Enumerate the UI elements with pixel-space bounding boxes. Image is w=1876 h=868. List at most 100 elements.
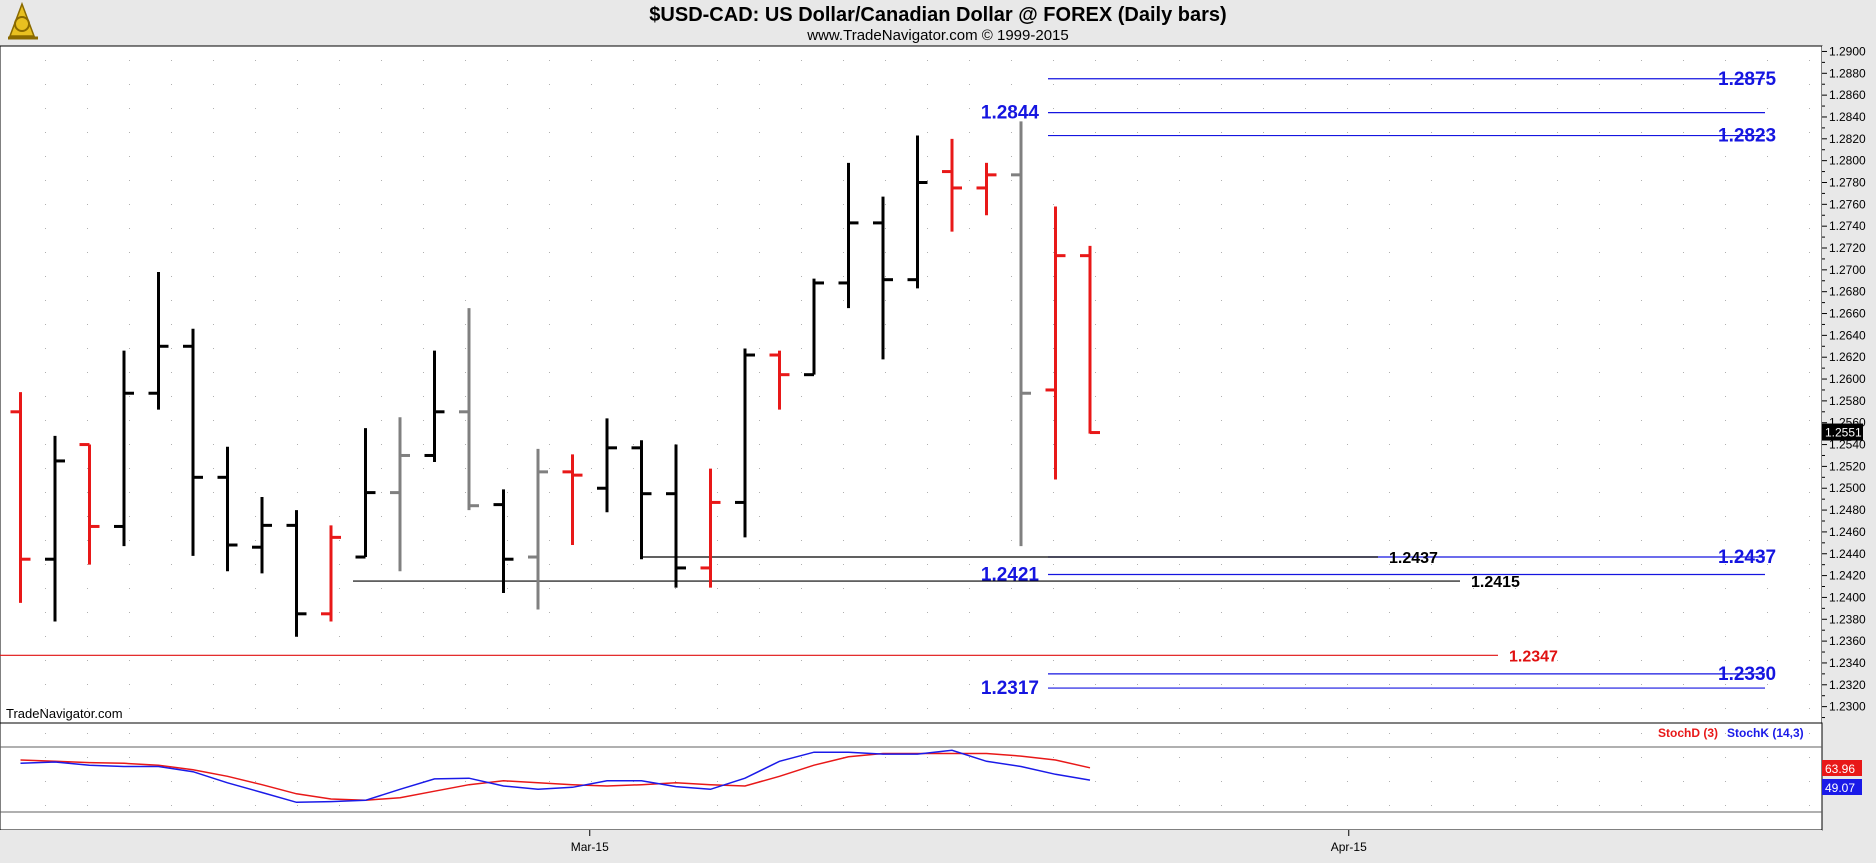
level-label: 1.2347 <box>1509 648 1558 665</box>
ohlc-bar <box>424 350 445 463</box>
ohlc-bar <box>390 417 410 572</box>
y-tick-label: 1.2640 <box>1829 328 1866 342</box>
ohlc-bar <box>217 446 238 572</box>
y-tick-label: 1.2320 <box>1829 678 1866 692</box>
y-tick-label: 1.2540 <box>1829 438 1866 452</box>
ohlc-bar <box>321 525 341 622</box>
price-panel <box>0 45 1823 724</box>
level-label: 1.2875 <box>1718 69 1777 90</box>
level-label: 1.2317 <box>981 678 1039 699</box>
y-tick-label: 1.2340 <box>1829 656 1866 670</box>
ohlc-bar <box>286 510 307 637</box>
ohlc-bar <box>1045 206 1066 480</box>
ohlc-bar <box>942 138 962 232</box>
level-label: 1.2330 <box>1718 664 1776 685</box>
ohlc-bar <box>804 278 824 377</box>
time-axis <box>0 830 1822 863</box>
level-label: 1.2415 <box>1471 574 1520 591</box>
y-tick-label: 1.2880 <box>1829 66 1866 80</box>
price-axis-ticks: 1.2900 1.2880 1.2860 1.2840 1.2820 1.2800 1.27… <box>1822 44 1866 719</box>
y-tick-label: 1.2600 <box>1829 372 1866 386</box>
last-price-label: 1.2551 <box>1825 426 1862 440</box>
ohlc-bar <box>114 350 134 547</box>
legend-stochd: StochD (3) <box>1658 726 1718 740</box>
ohlc-bar <box>183 328 203 556</box>
y-tick-label: 1.2720 <box>1829 241 1866 255</box>
ohlc-bar <box>1011 121 1031 547</box>
chart-title: $USD-CAD: US Dollar/Canadian Dollar @ FO… <box>649 4 1226 26</box>
ohlc-bar <box>873 196 893 360</box>
level-label: 1.2823 <box>1718 126 1776 147</box>
series-stochk-line <box>20 749 1091 804</box>
stochd-value-badge: 63.96 <box>1822 760 1862 776</box>
level-label: 1.2844 <box>981 103 1040 124</box>
y-tick-label: 1.2400 <box>1829 590 1866 604</box>
ohlc-bar <box>907 135 928 289</box>
ohlc-bar <box>631 440 652 560</box>
ohlc-bar <box>700 468 721 588</box>
title-bar <box>0 0 1876 46</box>
y-tick-label: 1.2440 <box>1829 547 1866 561</box>
ohlc-bar <box>562 454 583 546</box>
ohlc-bar <box>1080 245 1100 435</box>
legend-stochk: StochK (14,3) <box>1727 726 1804 740</box>
y-tick-label: 1.2500 <box>1829 481 1866 495</box>
ohlc-bar <box>355 428 376 559</box>
stochastic-panel <box>0 722 1823 831</box>
x-tick-label: Mar-15 <box>571 840 609 854</box>
y-tick-label: 1.2460 <box>1829 525 1866 539</box>
y-tick-label: 1.2800 <box>1829 154 1866 168</box>
y-tick-label: 1.2480 <box>1829 503 1866 517</box>
stochk-value-badge: 49.07 <box>1822 779 1862 795</box>
ohlc-bar <box>148 272 169 410</box>
ohlc-bar <box>45 435 65 622</box>
stochk-last-value: 49.07 <box>1825 781 1855 795</box>
ohlc-bar <box>252 496 272 574</box>
chart-subtitle: www.TradeNavigator.com © 1999-2015 <box>806 27 1068 44</box>
y-tick-label: 1.2740 <box>1829 219 1866 233</box>
y-tick-label: 1.2900 <box>1829 44 1866 58</box>
y-tick-label: 1.2760 <box>1829 197 1866 211</box>
level-label: 1.2421 <box>981 564 1040 585</box>
ohlc-bar <box>493 489 514 594</box>
y-tick-label: 1.2520 <box>1829 459 1866 473</box>
y-tick-label: 1.2820 <box>1829 132 1866 146</box>
y-tick-label: 1.2680 <box>1829 285 1866 299</box>
y-tick-label: 1.2420 <box>1829 569 1866 583</box>
ohlc-bar <box>10 392 31 603</box>
y-tick-label: 1.2360 <box>1829 634 1866 648</box>
level-label: 1.2437 <box>1718 547 1776 568</box>
ohlc-bar <box>838 162 859 309</box>
ohlc-bar <box>666 444 686 588</box>
ohlc-bar <box>976 162 997 216</box>
last-price-badge: 1.2551 <box>1822 423 1863 441</box>
watermark: TradeNavigator.com <box>6 706 123 721</box>
y-tick-label: 1.2380 <box>1829 612 1866 626</box>
stochastic-grid <box>45 733 1810 806</box>
y-tick-label: 1.2860 <box>1829 88 1866 102</box>
sextant-logo-icon <box>8 1 38 40</box>
ohlc-bar <box>528 448 548 610</box>
ohlc-bar <box>735 348 755 538</box>
y-tick-label: 1.2660 <box>1829 307 1866 321</box>
level-labels: 1.2875 1.2844 1.2823 1.2437 1.2421 1.2330 1.23… <box>981 69 1777 699</box>
x-tick-label: Apr-15 <box>1331 840 1367 854</box>
y-tick-label: 1.2620 <box>1829 350 1866 364</box>
y-tick-label: 1.2840 <box>1829 110 1866 124</box>
ohlc-bar <box>79 443 100 565</box>
y-tick-label: 1.2780 <box>1829 175 1866 189</box>
price-bars <box>10 121 1100 637</box>
stochd-last-value: 63.96 <box>1825 762 1855 776</box>
ohlc-bar <box>769 350 790 410</box>
time-axis-labels: Mar-15 Apr-15 <box>571 830 1367 854</box>
price-grid <box>45 60 1810 709</box>
ohlc-bar <box>459 308 479 511</box>
level-label: 1.2437 <box>1389 550 1438 567</box>
ohlc-bar <box>597 418 617 513</box>
y-tick-label: 1.2300 <box>1829 700 1866 714</box>
y-tick-label: 1.2700 <box>1829 263 1866 277</box>
y-tick-label: 1.2580 <box>1829 394 1866 408</box>
price-axis <box>1822 46 1876 863</box>
